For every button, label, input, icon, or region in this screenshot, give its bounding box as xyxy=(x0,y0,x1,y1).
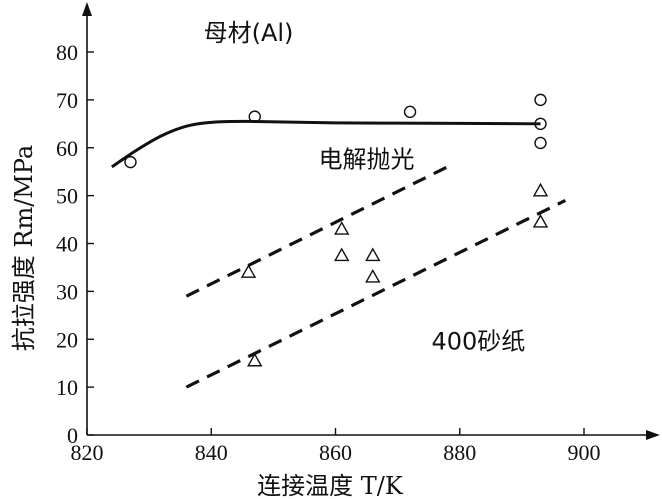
y-tick-label: 30 xyxy=(56,279,78,304)
x-tick-label: 840 xyxy=(195,440,228,465)
circle-point xyxy=(248,110,261,123)
reference-lines xyxy=(111,119,567,389)
annotation-label: 400砂纸 xyxy=(431,328,525,356)
triangle-point xyxy=(365,268,381,283)
y-tick-label: 40 xyxy=(56,232,78,257)
y-tick-label: 50 xyxy=(56,184,78,209)
annotations: 母材(Al) 电解抛光 400砂纸 xyxy=(204,19,526,356)
triangle-point xyxy=(334,247,350,262)
ticks: 820 840 860 880 900 0 10 20 30 40 50 60 70 80 xyxy=(56,40,601,465)
trend-line-dashed-2 xyxy=(185,198,567,389)
circle-point xyxy=(534,93,547,107)
y-axis-arrow xyxy=(82,2,92,16)
circle-point xyxy=(124,155,137,169)
triangle-point xyxy=(240,264,257,278)
x-tick-label: 820 xyxy=(71,440,104,465)
data-markers xyxy=(124,93,549,367)
triangle-point xyxy=(532,213,549,228)
triangle-point xyxy=(334,221,350,235)
y-tick-label: 60 xyxy=(56,136,78,161)
y-tick-label: 0 xyxy=(67,423,78,448)
x-tick-label: 860 xyxy=(319,440,352,465)
y-tick-label: 70 xyxy=(56,88,78,113)
circle-point xyxy=(534,136,547,150)
base-metal-curve xyxy=(111,119,541,169)
x-axis-title: 连接温度 T/K xyxy=(257,472,404,499)
triangle-point xyxy=(532,182,549,197)
y-axis-title: 抗拉强度 Rm/MPa xyxy=(10,145,38,352)
x-axis-arrow xyxy=(646,430,660,440)
y-tick-label: 80 xyxy=(56,40,78,65)
annotation-label: 母材(Al) xyxy=(204,19,294,47)
axes xyxy=(82,2,660,440)
annotation-label: 电解抛光 xyxy=(319,146,415,174)
y-tick-label: 20 xyxy=(56,327,78,352)
trend-line-dashed-1 xyxy=(185,165,449,298)
y-tick-label: 10 xyxy=(56,375,78,400)
triangle-point xyxy=(247,352,263,367)
x-tick-label: 900 xyxy=(568,440,601,465)
circle-point xyxy=(403,105,417,119)
circle-point xyxy=(534,117,547,131)
triangle-point xyxy=(365,247,381,262)
x-tick-label: 880 xyxy=(443,440,476,465)
